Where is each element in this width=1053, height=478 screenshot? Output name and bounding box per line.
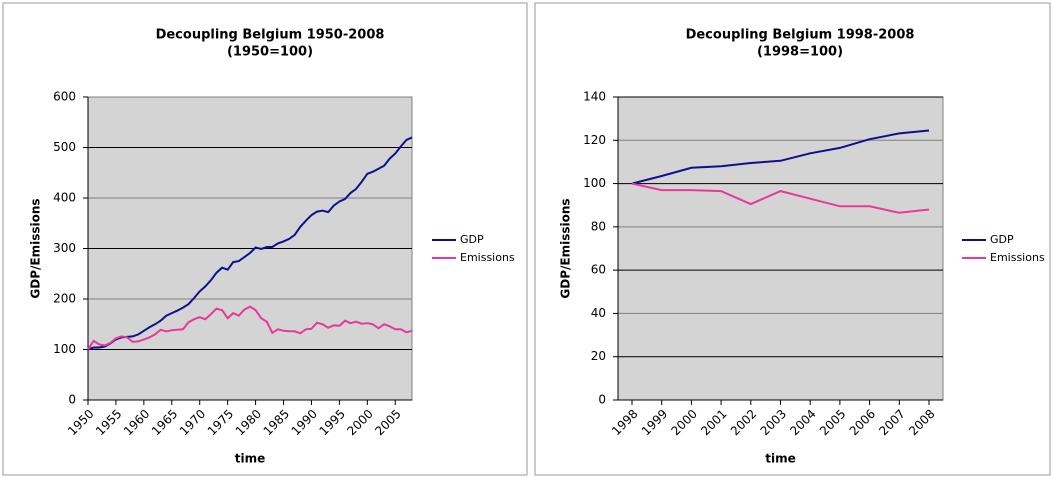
chart-subtitle: (1950=100) <box>227 45 313 60</box>
series-line <box>631 129 930 185</box>
y-tick-label: 140 <box>583 90 606 104</box>
y-tick-label: 500 <box>53 140 76 154</box>
x-axis-title: time <box>765 452 796 466</box>
y-tick-label: 0 <box>598 393 606 407</box>
chart-title: Decoupling Belgium 1998-2008 <box>686 28 915 43</box>
series-line <box>87 305 413 351</box>
y-tick-label: 200 <box>53 292 76 306</box>
y-axis-title: GDP/Emissions <box>29 198 43 298</box>
y-tick-label: 20 <box>591 349 606 363</box>
legend-label: GDP <box>460 233 484 246</box>
y-tick-label: 100 <box>53 342 76 356</box>
legend-label: Emissions <box>990 251 1045 264</box>
legend-label: GDP <box>990 233 1014 246</box>
series-line <box>631 182 930 214</box>
y-tick-label: 400 <box>53 191 76 205</box>
y-tick-label: 40 <box>591 306 606 320</box>
y-tick-label: 80 <box>591 219 606 233</box>
y-tick-label: 300 <box>53 241 76 255</box>
y-tick-label: 120 <box>583 133 606 147</box>
y-tick-label: 60 <box>591 263 606 277</box>
x-axis-title: time <box>235 452 266 466</box>
y-tick-label: 100 <box>583 176 606 190</box>
y-tick-label: 600 <box>53 90 76 104</box>
y-axis-title: GDP/Emissions <box>559 198 573 298</box>
series-line <box>87 136 413 351</box>
legend-label: Emissions <box>460 251 515 264</box>
chart-title: Decoupling Belgium 1950-2008 <box>156 28 385 43</box>
chart-subtitle: (1998=100) <box>757 45 843 60</box>
plot-area <box>617 96 944 401</box>
y-tick-label: 0 <box>68 393 76 407</box>
